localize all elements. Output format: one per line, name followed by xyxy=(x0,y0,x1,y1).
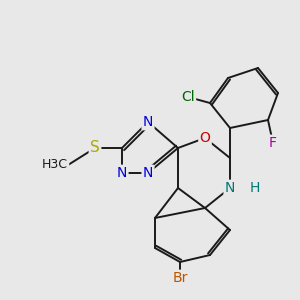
Text: H: H xyxy=(250,181,260,195)
Text: N: N xyxy=(143,115,153,129)
Text: H3C: H3C xyxy=(42,158,68,172)
Text: N: N xyxy=(225,181,235,195)
Text: N: N xyxy=(143,166,153,180)
Text: Cl: Cl xyxy=(181,90,195,104)
Text: S: S xyxy=(90,140,100,155)
Text: O: O xyxy=(200,131,210,145)
Text: N: N xyxy=(117,166,127,180)
Text: F: F xyxy=(269,136,277,150)
Text: Br: Br xyxy=(172,271,188,285)
